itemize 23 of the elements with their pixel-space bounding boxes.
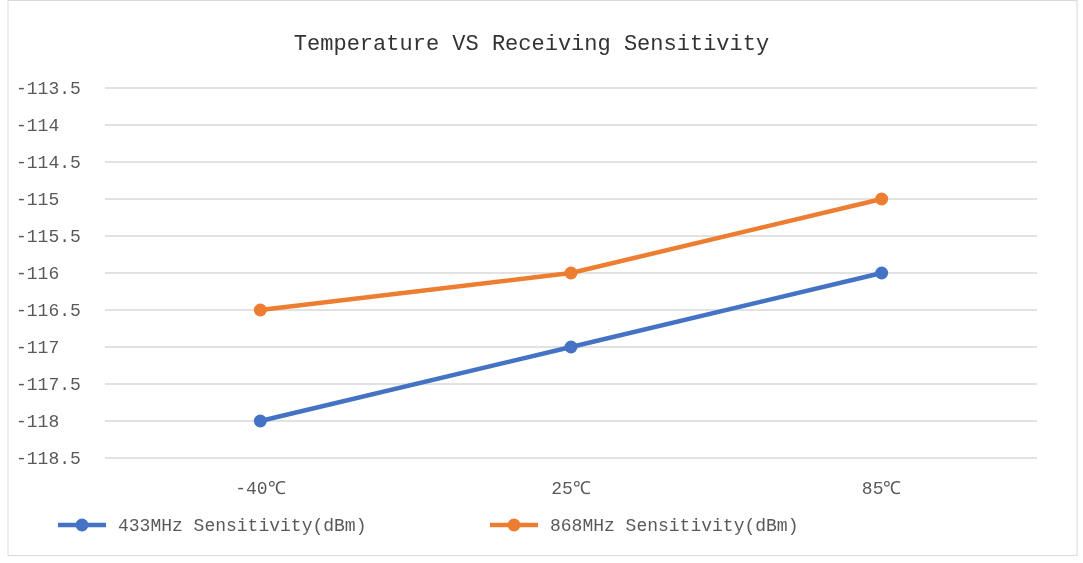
y-tick-label: -118 — [16, 412, 60, 433]
legend-label: 868MHz Sensitivity(dBm) — [550, 516, 799, 537]
point — [564, 266, 578, 280]
x-tick-label: 25℃ — [551, 479, 591, 499]
y-tick-label: -114.5 — [16, 153, 81, 174]
y-tick-label: -114 — [16, 116, 60, 137]
legend-label: 433MHz Sensitivity(dBm) — [118, 516, 367, 537]
x-tick-label: -40℃ — [235, 479, 286, 499]
y-tick-label: -115 — [16, 190, 60, 211]
y-tick-label: -117.5 — [16, 375, 81, 396]
y-tick-label: -116 — [16, 264, 60, 285]
y-tick-label: -117 — [16, 338, 60, 359]
y-tick-label: -116.5 — [16, 301, 81, 322]
point — [875, 266, 889, 280]
chart-title: Temperature VS Receiving Sensitivity — [293, 32, 770, 57]
point — [564, 340, 578, 354]
y-tick-label: -118.5 — [16, 449, 81, 470]
x-tick-label: 85℃ — [861, 479, 902, 499]
point — [875, 192, 889, 206]
y-tick-label: -115.5 — [16, 227, 81, 248]
y-tick-label: -113.5 — [16, 79, 81, 100]
point — [253, 303, 267, 317]
point — [253, 414, 267, 428]
